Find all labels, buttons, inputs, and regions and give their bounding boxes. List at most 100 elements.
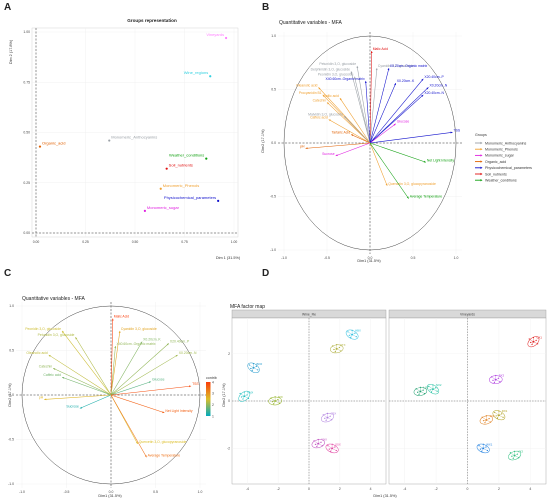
panel-a-point-monomeric-sugar — [143, 209, 146, 212]
panel-b-varlabel-x20-40cm-p: X20.40cm..P — [424, 75, 444, 79]
panel-a-xtick: 0.25 — [82, 240, 89, 244]
panel-d-cluster-center-cbx — [326, 416, 329, 419]
panel-b-arrow-x0-20cm-k — [369, 82, 397, 144]
panel-b-legend-label-monomeric-phenols: Monomeric_Phenols — [485, 148, 518, 152]
panel-d-partial-point — [430, 391, 433, 393]
panel-b-xlabel: Dim1 (31.5%) — [357, 259, 381, 263]
panel-c-varlabel-x40-60cm-organic-matrix: X40.60cm..Organic matrix — [116, 342, 155, 346]
panel-b-xtick: -1.0 — [281, 256, 287, 260]
panel-d-cluster-center-bkr — [252, 366, 255, 369]
panel-c-arrows: Malic Acid Cyanidin 3,O, glucoside Peonidi… — [25, 314, 199, 458]
panel-b-ytick: 0.5 — [271, 88, 276, 92]
panel-d-cluster-label-nnx: NNX — [247, 390, 253, 394]
panel-a-label-soil-nutrients: Soil_nutrients — [169, 163, 193, 168]
panel-d-partial-point — [347, 331, 349, 333]
panel-b-arrow-x20-40cm-n — [369, 94, 424, 144]
panel-d-cluster-ellipse-ynx — [311, 439, 325, 449]
panel-d-cluster-center-nnx — [243, 395, 246, 398]
panel-b-arrow-average-temperature — [369, 142, 409, 199]
panel-c-arrow-oleanolic-acid — [48, 354, 112, 396]
panel-d-partial-point — [331, 443, 333, 445]
panel-d-partial-point — [336, 344, 338, 346]
panel-b-arrows: Malic Acid Cyanidin 3,O, glucoside Petunid… — [296, 47, 461, 199]
panel-d-cluster-ellipse-qtx — [330, 344, 344, 354]
panel-d-partial-point — [509, 452, 511, 454]
panel-c-ytick: 1.0 — [9, 304, 14, 308]
panel-b-arrowhead-tss — [450, 131, 453, 134]
panel-d-partial-point — [277, 399, 279, 401]
panel-d-partial-point — [498, 410, 500, 412]
panel-c-varlabel-catechin: Catechin — [39, 364, 52, 368]
panel-d-partial-point — [489, 421, 492, 423]
panel-c-varlabel-cyanidin-3-o-glucoside: Cyanidin 3,O, glucoside — [121, 327, 157, 331]
panel-d-partial-point — [537, 343, 539, 345]
panel-a-label-weather-conditions: Weather_conditions — [169, 153, 204, 158]
panel-d-xtick: 2 — [498, 487, 500, 491]
panel-label-d: D — [262, 268, 269, 279]
panel-c-arrowhead-net-light-intensity — [162, 411, 165, 414]
panel-c-arrowhead-tss — [189, 385, 192, 388]
panel-b-arrowhead-catechin — [327, 102, 330, 105]
panel-b-arrow-net-light-intensity — [369, 142, 426, 163]
panel-d-xtick: -2 — [435, 487, 438, 491]
panel-c-varlabel-petunidin-3-o-glucoside: Petunidin 3,O, glucoside — [38, 333, 75, 337]
panel-b-varlabel-procyanidin-b1: Procyanidin B1 — [299, 91, 322, 95]
panel-b-varlabel-tartaric-acid: Tartaric Acid — [332, 130, 351, 134]
panel-label-b: B — [262, 2, 269, 13]
panel-b-xtick: -0.5 — [324, 256, 330, 260]
panel-c-varlabel-x0-20cm-k: X0.20cm..K — [143, 338, 161, 342]
panel-c-ytick: -0.5 — [8, 438, 14, 442]
panel-d-partial-point — [321, 445, 324, 447]
panel-d-partial-point — [492, 379, 494, 381]
panel-d-partial-point — [490, 376, 493, 378]
panel-b-arrow-tartaric-acid — [350, 134, 371, 144]
panel-d-partial-point — [331, 345, 334, 347]
panel-d-title: MFA factor map — [230, 304, 265, 310]
panel-d-partial-point — [320, 441, 322, 443]
panel-a-grid: 0.00 0.25 0.50 0.75 1.00 0.00 0.25 0.50 0.75 1.00 — [23, 27, 239, 244]
panel-d-partial-point — [239, 392, 241, 395]
panel-c-arrowhead-quercetin-3-o-glucopyranoside — [135, 441, 138, 444]
panel-d-partial-point — [428, 385, 430, 387]
panel-b-arrowhead-x20-40cm-n — [421, 94, 424, 97]
panel-d-partial-point — [479, 448, 481, 450]
panel-d-partial-point — [240, 396, 243, 398]
panel-a-ytick: 0.25 — [23, 181, 30, 185]
panel-d-partial-point — [422, 389, 424, 391]
panel-c-contribution-circle: Quantitative variables - MFA -1.0 -1.0 -0.… — [8, 296, 217, 498]
panel-c-arrow-tss — [110, 385, 192, 396]
panel-b-varlabel-x0-20cm-n: X0.20cm..N — [429, 83, 447, 87]
panel-b-legend-title: Groups — [475, 133, 487, 137]
panel-c-varlabel-x20-40cm-p: X20.40cm..P — [170, 339, 190, 343]
panel-d-cluster-label-cbx: CBX — [330, 412, 336, 416]
panel-b-arrowhead-tartaric-acid — [351, 134, 354, 137]
panel-d-partial-point — [432, 384, 434, 386]
panel-c-varlabel-ph: pH — [39, 395, 44, 399]
panel-c-arrowhead-malic-acid — [111, 318, 114, 321]
panel-d-partial-point — [257, 369, 259, 371]
panel-b-arrow-catechin — [326, 102, 371, 144]
panel-d-partial-point — [495, 374, 497, 377]
panel-b-arrowhead-x20-40cm-p — [421, 78, 424, 81]
panel-c-title: Quantitative variables - MFA — [22, 296, 85, 302]
panel-c-arrowhead-average-temperature — [144, 455, 147, 458]
panel-d-partial-point — [317, 438, 319, 441]
panel-c-arrow-catechin — [53, 368, 112, 396]
panel-b-varlabel-gallic-acid: Gallic acid — [323, 94, 339, 98]
panel-d-cluster-ellipse-wx1 — [476, 443, 490, 454]
panel-d-partial-point — [351, 329, 353, 331]
panel-d-partial-point — [324, 417, 326, 419]
panel-b-varlabel-malic-acid: Malic Acid — [373, 47, 388, 51]
panel-d-cluster-ellipse-hbx — [345, 329, 359, 340]
panel-d-cluster-ellipse-nx2 — [426, 383, 440, 395]
panel-b-arrow-cyanidin-3-o-glucoside — [369, 68, 378, 144]
panel-c-varlabel-quercetin-3-o-glucopyranoside: Quercetin 3,O, glucopyranoside — [139, 440, 187, 444]
panel-d-partial-point — [528, 338, 530, 340]
panel-a-point-monomeric-phenols — [159, 187, 162, 190]
panel-d-partial-point — [246, 394, 248, 396]
panel-d-cluster-ellipse-tx2 — [479, 415, 493, 425]
panel-a-xtick: 1.00 — [231, 240, 238, 244]
panel-c-arrow-ph — [44, 394, 112, 400]
panel-b-title: Quantitative variables - MFA — [279, 20, 342, 26]
